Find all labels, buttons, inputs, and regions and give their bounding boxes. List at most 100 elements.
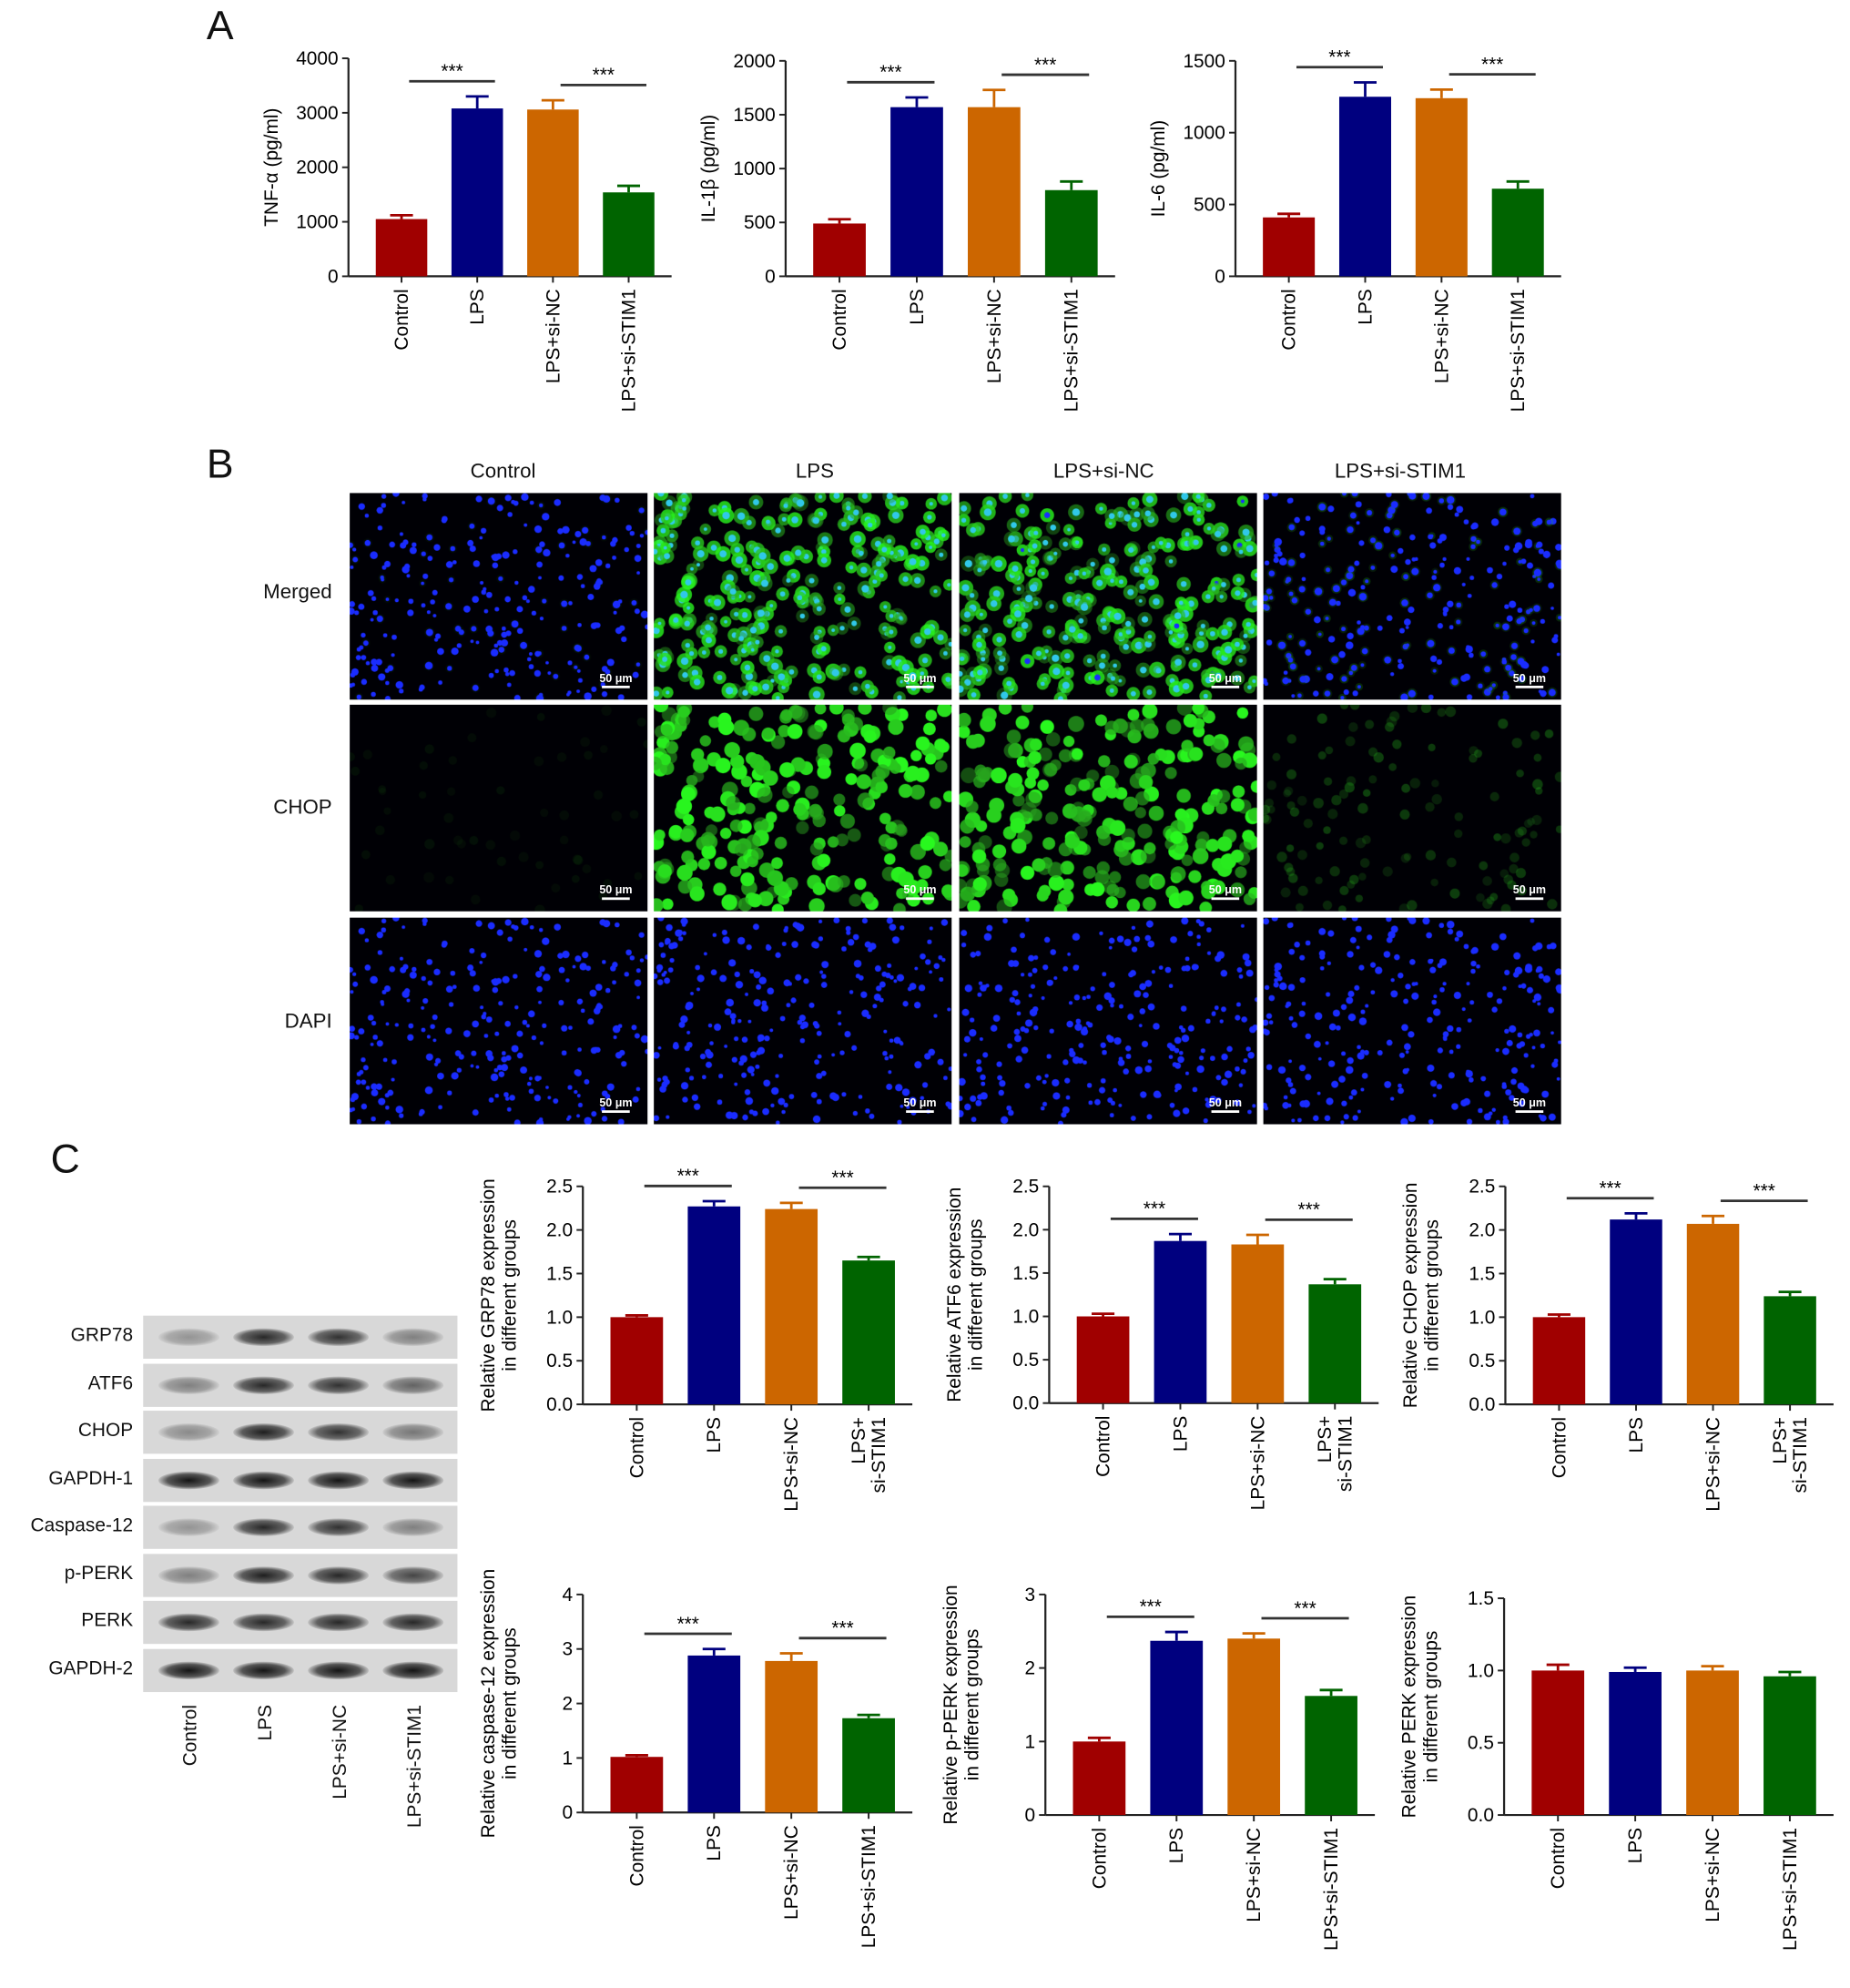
significance-label: *** [1753, 1180, 1775, 1201]
micrograph-dapi [959, 917, 1257, 1125]
band-label: p-PERK [64, 1562, 134, 1585]
y-tick-label: 0.5 [546, 1351, 573, 1371]
bar [842, 1260, 895, 1405]
protein-band [382, 1660, 444, 1679]
bar [1532, 1317, 1586, 1405]
y-tick-label: 1.5 [546, 1263, 573, 1284]
bar [1686, 1670, 1739, 1816]
significance-label: *** [677, 1614, 699, 1635]
blot-row [143, 1505, 458, 1549]
bar [1491, 189, 1544, 277]
blot-row [143, 1411, 458, 1454]
significance-label: *** [1298, 1199, 1320, 1220]
bar [842, 1718, 895, 1813]
x-tick-label: LPS+si-NC [1247, 1416, 1268, 1511]
bar [1610, 1219, 1662, 1405]
micrograph-chop [350, 704, 648, 912]
x-tick-label: Control [1089, 1828, 1110, 1889]
y-axis-label: IL-6 (pg/ml) [1148, 120, 1169, 218]
significance-label: *** [1034, 55, 1056, 76]
protein-band [308, 1422, 370, 1442]
y-tick-label: 1000 [733, 158, 775, 179]
bar [1263, 217, 1316, 277]
significance-label: *** [831, 1167, 853, 1188]
y-tick-label: 1000 [1183, 123, 1225, 144]
y-tick-label: 0 [1024, 1805, 1035, 1826]
column-header: LPS+si-STIM1 [1334, 461, 1467, 484]
y-tick-label: 0.0 [546, 1394, 573, 1415]
bar [1076, 1316, 1130, 1403]
bar [1305, 1696, 1357, 1816]
bar [765, 1208, 818, 1405]
significance-label: *** [831, 1618, 853, 1639]
bar [1338, 97, 1392, 277]
bar [968, 107, 1021, 277]
column-header: LPS [795, 461, 834, 484]
y-tick-label: 2000 [296, 158, 338, 178]
protein-band [382, 1518, 444, 1536]
y-tick-label: 2.0 [1012, 1219, 1039, 1240]
bar [687, 1206, 741, 1405]
scale-bar: 50 μm [903, 1096, 937, 1114]
scale-bar: 50 μm [1208, 671, 1243, 688]
x-tick-label: LPS+si-NC [1244, 1828, 1265, 1922]
x-tick-label: LPS+si-STIM1 [1770, 1417, 1811, 1493]
scale-bar: 50 μm [903, 671, 937, 688]
protein-band [382, 1375, 444, 1394]
scale-bar: 50 μm [903, 883, 937, 901]
protein-band [233, 1471, 294, 1489]
y-tick-label: 1.5 [1469, 1263, 1495, 1284]
y-tick-label: 1000 [296, 212, 338, 233]
protein-band [233, 1422, 294, 1442]
band-label: GAPDH-1 [48, 1467, 134, 1489]
y-tick-label: 1.0 [1468, 1660, 1494, 1681]
y-axis-label: Relative GRP78 expressionin different gr… [478, 1178, 521, 1412]
y-tick-label: 1.0 [546, 1307, 573, 1328]
x-tick-label: LPS+si-NC [984, 289, 1005, 383]
x-tick-label: LPS+si-NC [781, 1417, 802, 1512]
x-tick-label: LPS+si-STIM1 [1780, 1828, 1801, 1951]
protein-band [233, 1375, 294, 1394]
protein-band [382, 1613, 444, 1632]
blot-row [143, 1553, 458, 1596]
protein-band [158, 1565, 219, 1585]
y-tick-label: 0.0 [1012, 1393, 1039, 1414]
x-tick-label: Control [829, 289, 850, 350]
x-tick-label: LPS+si-NC [1703, 1828, 1723, 1922]
x-tick-label: Control [626, 1825, 647, 1886]
protein-band [158, 1328, 219, 1347]
y-tick-label: 2 [562, 1694, 573, 1715]
x-tick-label: LPS [1170, 1416, 1191, 1452]
row-label: Merged [263, 581, 332, 604]
bar [813, 223, 866, 277]
protein-band [233, 1565, 294, 1585]
micrograph-merged [350, 493, 648, 700]
band-label: PERK [81, 1609, 134, 1632]
scale-bar: 50 μm [599, 883, 633, 901]
bar [1609, 1671, 1662, 1816]
x-tick-label: LPS+si-STIM1 [849, 1417, 889, 1493]
micrograph-chop [1263, 704, 1561, 912]
blot-row [143, 1315, 458, 1360]
x-tick-label: Control [1549, 1417, 1570, 1478]
lane-label: LPS+si-NC [329, 1704, 351, 1799]
significance-label: *** [879, 62, 901, 83]
band-label: CHOP [77, 1419, 134, 1442]
lane-label: LPS [254, 1704, 277, 1741]
band-label: ATF6 [87, 1371, 134, 1394]
micrograph-dapi [1263, 917, 1561, 1125]
x-tick-label: LPS [1166, 1828, 1187, 1863]
y-axis-label: Relative PERK expressionin different gro… [1399, 1595, 1442, 1819]
bar [375, 219, 428, 277]
band-label: GAPDH-2 [48, 1657, 134, 1679]
micrograph-chop [959, 704, 1257, 912]
x-tick-label: LPS+si-STIM1 [618, 289, 639, 412]
protein-band [308, 1660, 370, 1679]
y-tick-label: 1500 [733, 105, 775, 126]
bar [1154, 1240, 1207, 1403]
protein-band [233, 1518, 294, 1536]
y-axis-label: Relative caspase-12 expressionin differe… [478, 1569, 521, 1839]
x-tick-label: LPS [1626, 1417, 1647, 1453]
x-tick-label: LPS [1625, 1828, 1646, 1863]
